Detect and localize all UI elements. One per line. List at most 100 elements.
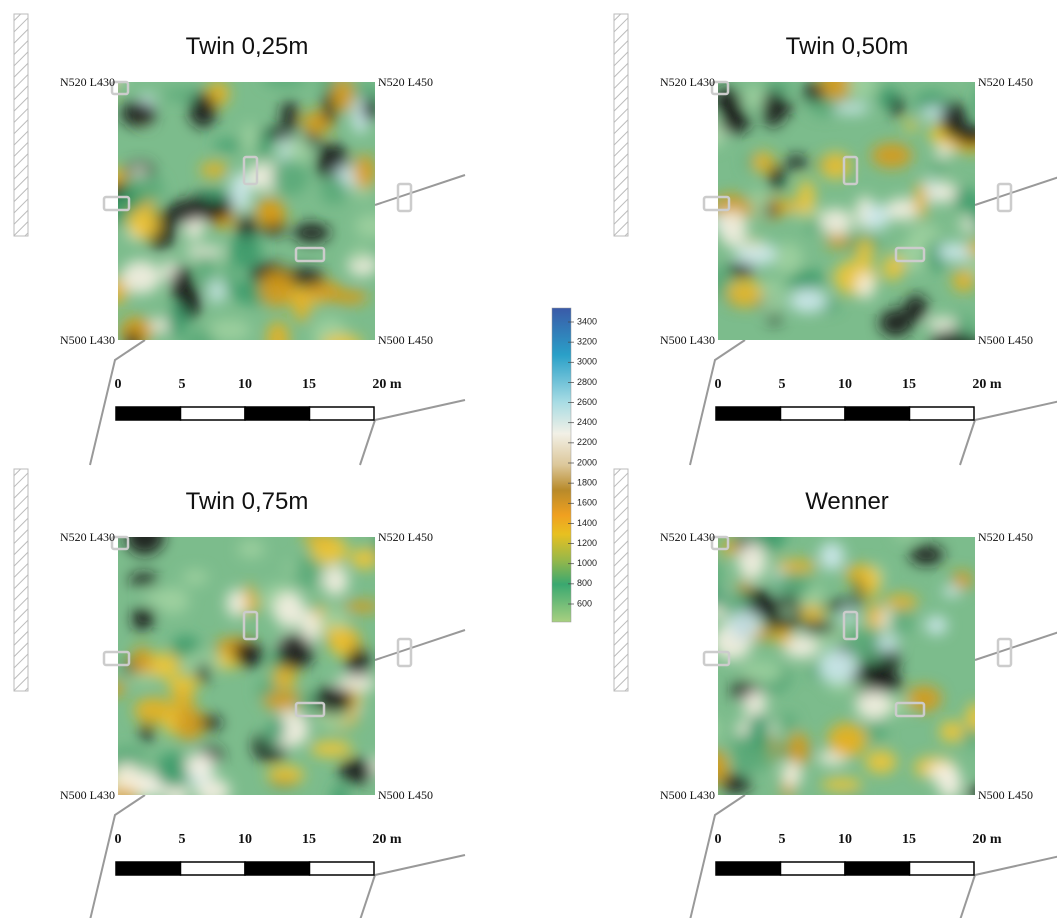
map-blob — [332, 77, 354, 113]
site-line — [975, 175, 1057, 205]
map-blob — [238, 540, 265, 558]
colorbar-tick-label: 2600 — [577, 397, 597, 407]
map-blob — [774, 243, 803, 276]
map-blob — [780, 714, 796, 731]
map-blob — [310, 741, 353, 757]
map-blob — [827, 722, 867, 757]
map-blob — [355, 214, 389, 238]
map-blob — [925, 616, 948, 635]
colorbar-tick-label: 1200 — [577, 538, 597, 548]
map-blob — [362, 98, 378, 121]
map-blob — [856, 273, 875, 299]
map-blob — [175, 706, 204, 741]
scale-label: 0 — [115, 832, 122, 847]
map-blob — [769, 165, 785, 189]
site-line — [360, 875, 375, 918]
map-blob — [823, 600, 861, 611]
colorbar-tick-label: 1000 — [577, 558, 597, 568]
map-blob — [725, 101, 743, 123]
map-blob — [848, 70, 876, 99]
corner-label: N500 L450 — [378, 788, 433, 802]
map-blob — [930, 331, 972, 353]
map-blob — [828, 682, 868, 693]
map-blob — [320, 175, 347, 205]
map-blob — [867, 602, 882, 631]
map-blob — [134, 697, 174, 723]
map-blob — [779, 200, 801, 213]
map-blob — [884, 254, 902, 281]
scale-label: 0 — [115, 377, 122, 392]
panel: Twin 0,50mN520 L430N520 L450N500 L430N50… — [614, 14, 1057, 465]
corner-label: N500 L450 — [978, 788, 1033, 802]
site-line — [360, 420, 375, 465]
map-blob — [353, 154, 376, 189]
map-blob — [235, 642, 263, 667]
scale-label: 20 m — [972, 832, 1002, 847]
map-blob — [750, 188, 767, 220]
corner-label: N500 L450 — [978, 333, 1033, 347]
map-blob — [781, 606, 795, 617]
map-blob — [271, 159, 308, 196]
map-blob — [343, 601, 380, 613]
map-blob — [864, 204, 890, 230]
site-line — [375, 175, 465, 205]
map-blob — [776, 559, 818, 572]
map-blob — [274, 592, 306, 628]
map-blob — [200, 162, 228, 177]
corner-label: N520 L450 — [378, 530, 433, 544]
corner-label: N520 L450 — [978, 530, 1033, 544]
map-image — [90, 518, 393, 813]
map-blob — [859, 567, 880, 597]
map-blob — [213, 140, 245, 151]
scale-segment — [181, 407, 246, 420]
map-blob — [120, 317, 153, 347]
map-blob — [183, 329, 217, 365]
colorbar-tick-label: 2400 — [577, 417, 597, 427]
map-blob — [884, 594, 918, 609]
corner-label: N520 L430 — [60, 530, 115, 544]
scale-label: 20 m — [972, 377, 1002, 392]
map-blob — [339, 758, 373, 783]
map-blob — [325, 626, 352, 637]
hatched-wall — [14, 469, 28, 691]
map-blob — [855, 691, 891, 720]
map-blob — [104, 183, 126, 197]
map-blob — [195, 778, 230, 805]
scale-label: 5 — [179, 832, 186, 847]
map-blob — [747, 713, 770, 748]
colorbar-tick-label: 1800 — [577, 478, 597, 488]
map-blob — [189, 93, 216, 128]
map-blob — [935, 145, 952, 158]
scale-label: 10 — [838, 832, 852, 847]
map-blob — [762, 90, 785, 126]
map-blob — [728, 611, 760, 640]
panel-title: Twin 0,25m — [186, 33, 309, 60]
map-blob — [703, 557, 720, 594]
map-blob — [281, 101, 298, 129]
map-blob — [959, 217, 1001, 232]
map-blob — [966, 129, 1002, 142]
map-blob — [112, 763, 142, 790]
map-blob — [928, 762, 958, 783]
scale-label: 10 — [238, 377, 252, 392]
scale-label: 5 — [779, 377, 786, 392]
scale-segment — [845, 407, 910, 420]
map-blob — [198, 252, 212, 286]
map-blob — [865, 750, 897, 773]
hatched-wall — [14, 14, 28, 236]
map-blob — [702, 717, 720, 741]
corner-label: N520 L430 — [660, 530, 715, 544]
map-blob — [294, 556, 322, 588]
map-blob — [721, 774, 751, 793]
hatched-wall — [614, 14, 628, 236]
corner-label: N500 L430 — [660, 333, 715, 347]
map-blob — [763, 79, 793, 94]
scale-segment — [116, 407, 181, 420]
corner-label: N520 L450 — [378, 75, 433, 89]
map-image — [94, 65, 389, 365]
map-blob — [278, 634, 313, 670]
map-blob — [322, 565, 348, 595]
map-blob — [735, 242, 778, 266]
map-blob — [894, 529, 917, 540]
map-blob — [702, 117, 722, 149]
